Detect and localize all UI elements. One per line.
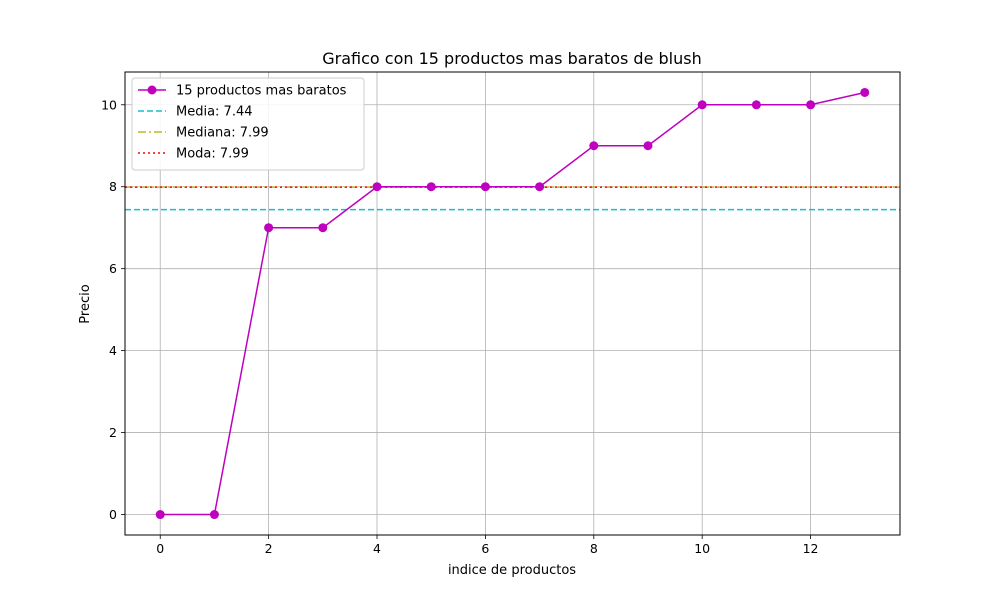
legend-marker bbox=[147, 85, 157, 95]
series-layer bbox=[155, 87, 870, 520]
y-tick-label: 8 bbox=[109, 179, 117, 194]
x-tick-label: 8 bbox=[590, 541, 598, 556]
data-point bbox=[209, 510, 219, 520]
data-point bbox=[264, 223, 274, 233]
x-tick-label: 10 bbox=[694, 541, 710, 556]
series-line bbox=[160, 91, 865, 516]
y-axis-label: Precio bbox=[78, 284, 93, 323]
x-tick-label: 12 bbox=[803, 541, 819, 556]
data-point bbox=[643, 141, 653, 151]
y-tick-label: 4 bbox=[109, 343, 117, 358]
ticks: 0 2 4 6 8 10 12 0 2 4 6 8 10 bbox=[101, 97, 818, 556]
y-tick-label: 10 bbox=[101, 97, 117, 112]
data-point bbox=[589, 141, 599, 151]
data-point bbox=[751, 100, 761, 110]
legend-label: Mediana: 7.99 bbox=[176, 126, 269, 141]
data-point bbox=[318, 223, 328, 233]
data-point bbox=[697, 100, 707, 110]
data-point bbox=[372, 182, 382, 192]
legend-label: Media: 7.44 bbox=[176, 105, 253, 120]
data-point bbox=[535, 182, 545, 192]
data-point bbox=[480, 182, 490, 192]
data-point bbox=[426, 182, 436, 192]
data-point bbox=[155, 510, 165, 520]
x-tick-label: 2 bbox=[265, 541, 273, 556]
plot-frame bbox=[124, 71, 901, 536]
data-point bbox=[806, 100, 816, 110]
y-tick-label: 2 bbox=[109, 425, 117, 440]
reference-lines bbox=[125, 186, 900, 211]
y-tick-label: 0 bbox=[109, 507, 117, 522]
data-point bbox=[860, 87, 870, 97]
legend: 15 productos mas baratos Media: 7.44 Media… bbox=[131, 77, 365, 171]
chart-title: Grafico con 15 productos mas baratos de … bbox=[322, 49, 701, 68]
x-tick-label: 0 bbox=[156, 541, 164, 556]
x-axis-label: indice de productos bbox=[448, 563, 576, 578]
x-tick-label: 6 bbox=[481, 541, 489, 556]
legend-label: 15 productos mas baratos bbox=[176, 84, 347, 99]
y-tick-label: 6 bbox=[109, 261, 117, 276]
x-tick-label: 4 bbox=[373, 541, 381, 556]
legend-label: Moda: 7.99 bbox=[176, 147, 249, 162]
legend-box bbox=[131, 77, 365, 171]
